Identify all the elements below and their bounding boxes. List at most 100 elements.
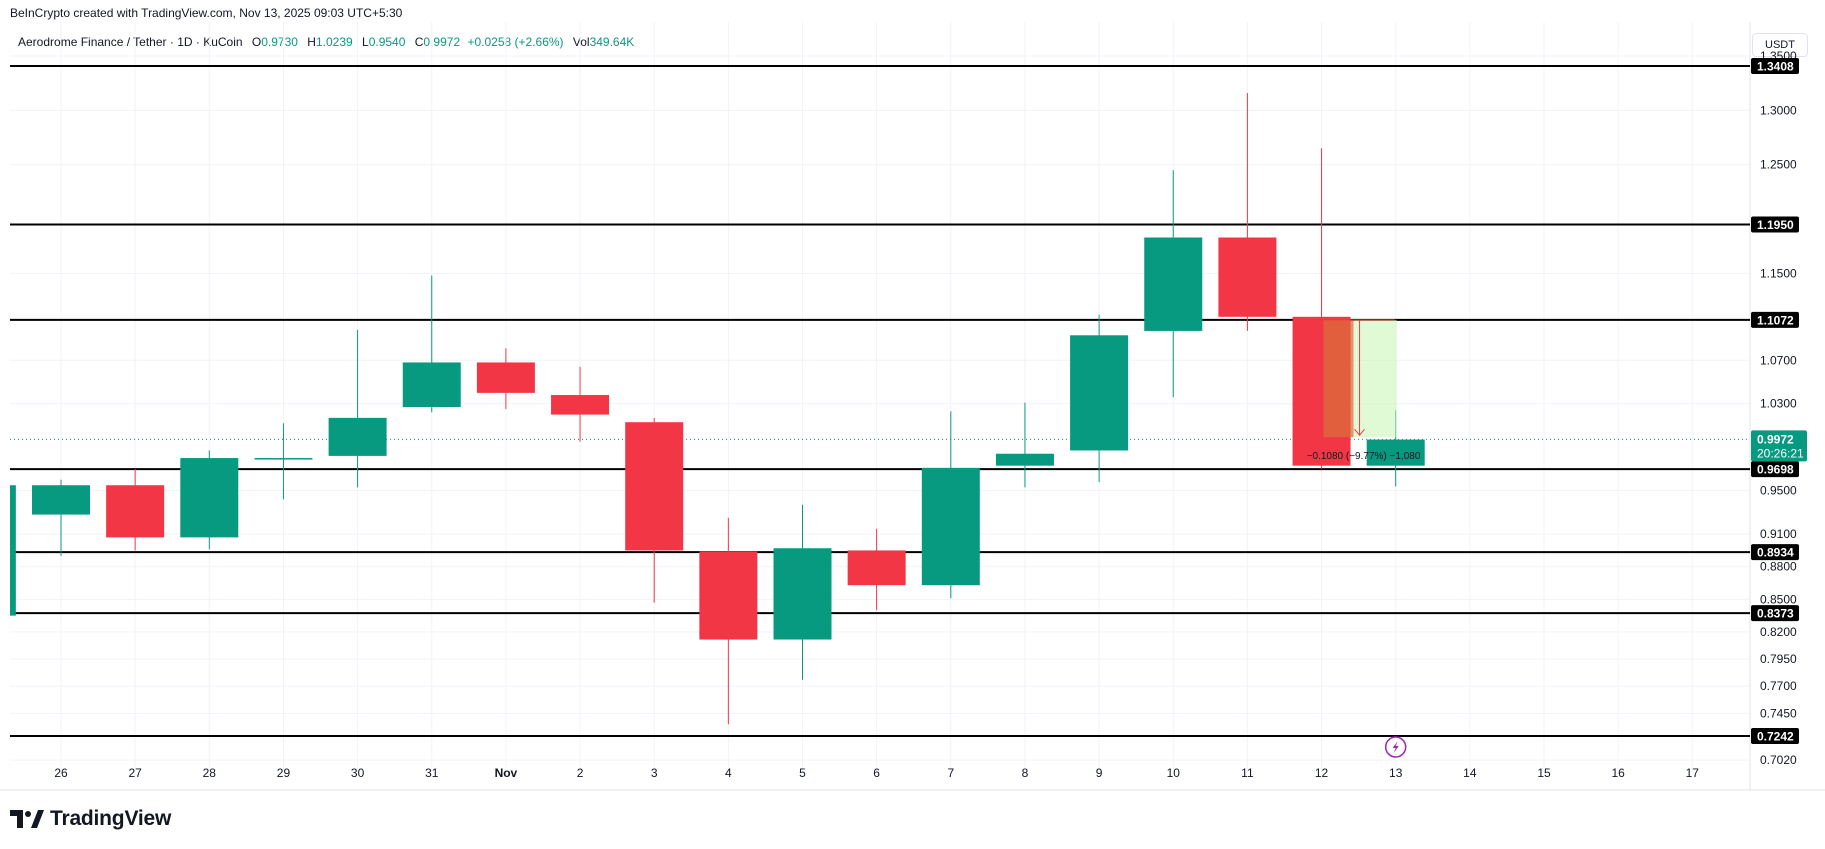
- candle-body[interactable]: [328, 417, 387, 456]
- candle-body[interactable]: [106, 485, 165, 538]
- candle-body[interactable]: [625, 422, 684, 551]
- x-tick-label: 26: [54, 766, 68, 780]
- y-tick-label: 0.7700: [1760, 679, 1797, 693]
- x-tick-label: 7: [947, 766, 954, 780]
- x-tick-label: 9: [1096, 766, 1103, 780]
- candle-body[interactable]: [402, 362, 461, 407]
- candle-body[interactable]: [551, 395, 610, 415]
- x-axis-ticks: 26 27 28 29 30 31 Nov 2 3 4 5 6 7 8 9 10 11 12 13 14 15 16 17: [54, 766, 1699, 780]
- level-badge: [1751, 216, 1799, 233]
- y-tick-label: 0.9100: [1760, 527, 1797, 541]
- high-value: 1.0239: [315, 35, 353, 49]
- level-badge: [1751, 461, 1799, 478]
- y-tick-label: 0.7950: [1760, 652, 1797, 666]
- low-label: L: [362, 35, 369, 49]
- level-badge-label: 0.7242: [1757, 730, 1794, 744]
- candle-body[interactable]: [1144, 237, 1203, 331]
- y-tick-label: 0.9500: [1760, 484, 1797, 498]
- y-axis-ticks: 1.35001.30001.25001.15001.07001.03000.95…: [1760, 49, 1797, 767]
- lightning-glyph: [1392, 741, 1399, 753]
- measure-label: −0.1080 (−9.77%) −1,080: [1307, 451, 1421, 462]
- x-tick-label: 10: [1167, 766, 1181, 780]
- y-tick-label: 1.1500: [1760, 266, 1797, 280]
- candle-body[interactable]: [773, 548, 832, 640]
- level-badge-label: 0.9698: [1757, 463, 1794, 477]
- level-badge: [1751, 605, 1799, 622]
- x-tick-label: 15: [1537, 766, 1551, 780]
- measure-fill-left: [1323, 319, 1354, 438]
- low-value: 0.9540: [368, 35, 406, 49]
- tradingview-brand: TradingView: [50, 807, 172, 830]
- axes-frame: [0, 22, 1825, 791]
- x-tick-label: 29: [277, 766, 291, 780]
- x-tick-label: 3: [651, 766, 658, 780]
- close-label: C: [414, 35, 424, 49]
- tradingview-logo-icon: [10, 810, 44, 828]
- level-badge: [1751, 58, 1799, 75]
- x-tick-label: 6: [873, 766, 880, 780]
- open-label: O: [251, 35, 262, 49]
- x-tick-label: 28: [203, 766, 217, 780]
- current-price-label: 0.9972: [1757, 432, 1794, 446]
- x-tick-label: 27: [128, 766, 142, 780]
- level-badge-label: 0.8373: [1757, 607, 1794, 621]
- x-tick-label: 13: [1389, 766, 1403, 780]
- price-range-measure: −0.1080 (−9.77%) −1,080: [1307, 319, 1421, 462]
- y-tick-label: 1.3000: [1760, 103, 1797, 117]
- candle-body[interactable]: [847, 550, 906, 586]
- y-tick-label: 1.2500: [1760, 158, 1797, 172]
- candle-body[interactable]: [254, 458, 313, 460]
- x-tick-label: 16: [1611, 766, 1625, 780]
- x-tick-label: 8: [1022, 766, 1029, 780]
- x-tick-label: 5: [799, 766, 806, 780]
- horizontal-levels: [10, 65, 1750, 738]
- currency-selector[interactable]: USDT: [1752, 33, 1808, 57]
- volume-label: Vol: [572, 35, 590, 49]
- y-tick-label: 0.7020: [1760, 753, 1797, 767]
- candle-body[interactable]: [32, 485, 90, 515]
- y-tick-label: 0.8500: [1760, 592, 1797, 606]
- symbol-title[interactable]: Aerodrome Finance / Tether · 1D · KuCoin: [18, 35, 243, 49]
- x-tick-label: 4: [725, 766, 732, 780]
- x-tick-label: 17: [1686, 766, 1700, 780]
- y-tick-label: 0.8800: [1760, 560, 1797, 574]
- level-badge: [1751, 544, 1799, 561]
- price-badges: 1.3408 1.1950 1.1072 0.9698 0.8934 0.8373 0.72…: [1751, 58, 1807, 745]
- x-tick-label: 12: [1315, 766, 1329, 780]
- candle-body[interactable]: [10, 485, 16, 616]
- candles: [10, 92, 1425, 725]
- high-label: H: [307, 35, 316, 49]
- y-tick-label: 0.7450: [1760, 706, 1797, 720]
- measure-fill-right: [1353, 319, 1397, 438]
- candle-body[interactable]: [1070, 335, 1129, 451]
- volume-value: 349.64K: [589, 35, 635, 49]
- x-tick-label: 30: [351, 766, 365, 780]
- open-value: 0.9730: [261, 35, 298, 49]
- y-tick-label: 0.8200: [1760, 625, 1797, 639]
- event-marker[interactable]: [1384, 736, 1407, 758]
- candle-body[interactable]: [921, 467, 980, 586]
- candle-body[interactable]: [180, 458, 239, 538]
- level-badge-label: 0.8934: [1757, 546, 1794, 560]
- grid: [10, 22, 1750, 772]
- change-value: +0.0258 (+2.66%): [467, 35, 564, 49]
- level-badge-label: 1.3408: [1757, 60, 1794, 74]
- candle-body[interactable]: [699, 551, 758, 640]
- chart-credit: BeInCrypto created with TradingView.com,…: [10, 6, 403, 20]
- level-badge-label: 1.1950: [1757, 218, 1794, 232]
- x-tick-label: 2: [577, 766, 584, 780]
- measure-arrow-head: [1354, 428, 1365, 436]
- level-badge: [1751, 728, 1799, 745]
- x-tick-label: 14: [1463, 766, 1477, 780]
- candle-body[interactable]: [1218, 237, 1277, 317]
- level-badge: [1751, 311, 1799, 328]
- candle-body[interactable]: [1366, 439, 1425, 466]
- level-badge-label: 1.1072: [1757, 313, 1794, 327]
- candle-body[interactable]: [995, 453, 1054, 466]
- countdown-label: 20:26:21: [1757, 446, 1804, 460]
- x-tick-label: 11: [1241, 766, 1254, 780]
- candle-body[interactable]: [476, 362, 535, 393]
- y-tick-label: 1.0300: [1760, 397, 1797, 411]
- current-price-badge: [1751, 430, 1807, 462]
